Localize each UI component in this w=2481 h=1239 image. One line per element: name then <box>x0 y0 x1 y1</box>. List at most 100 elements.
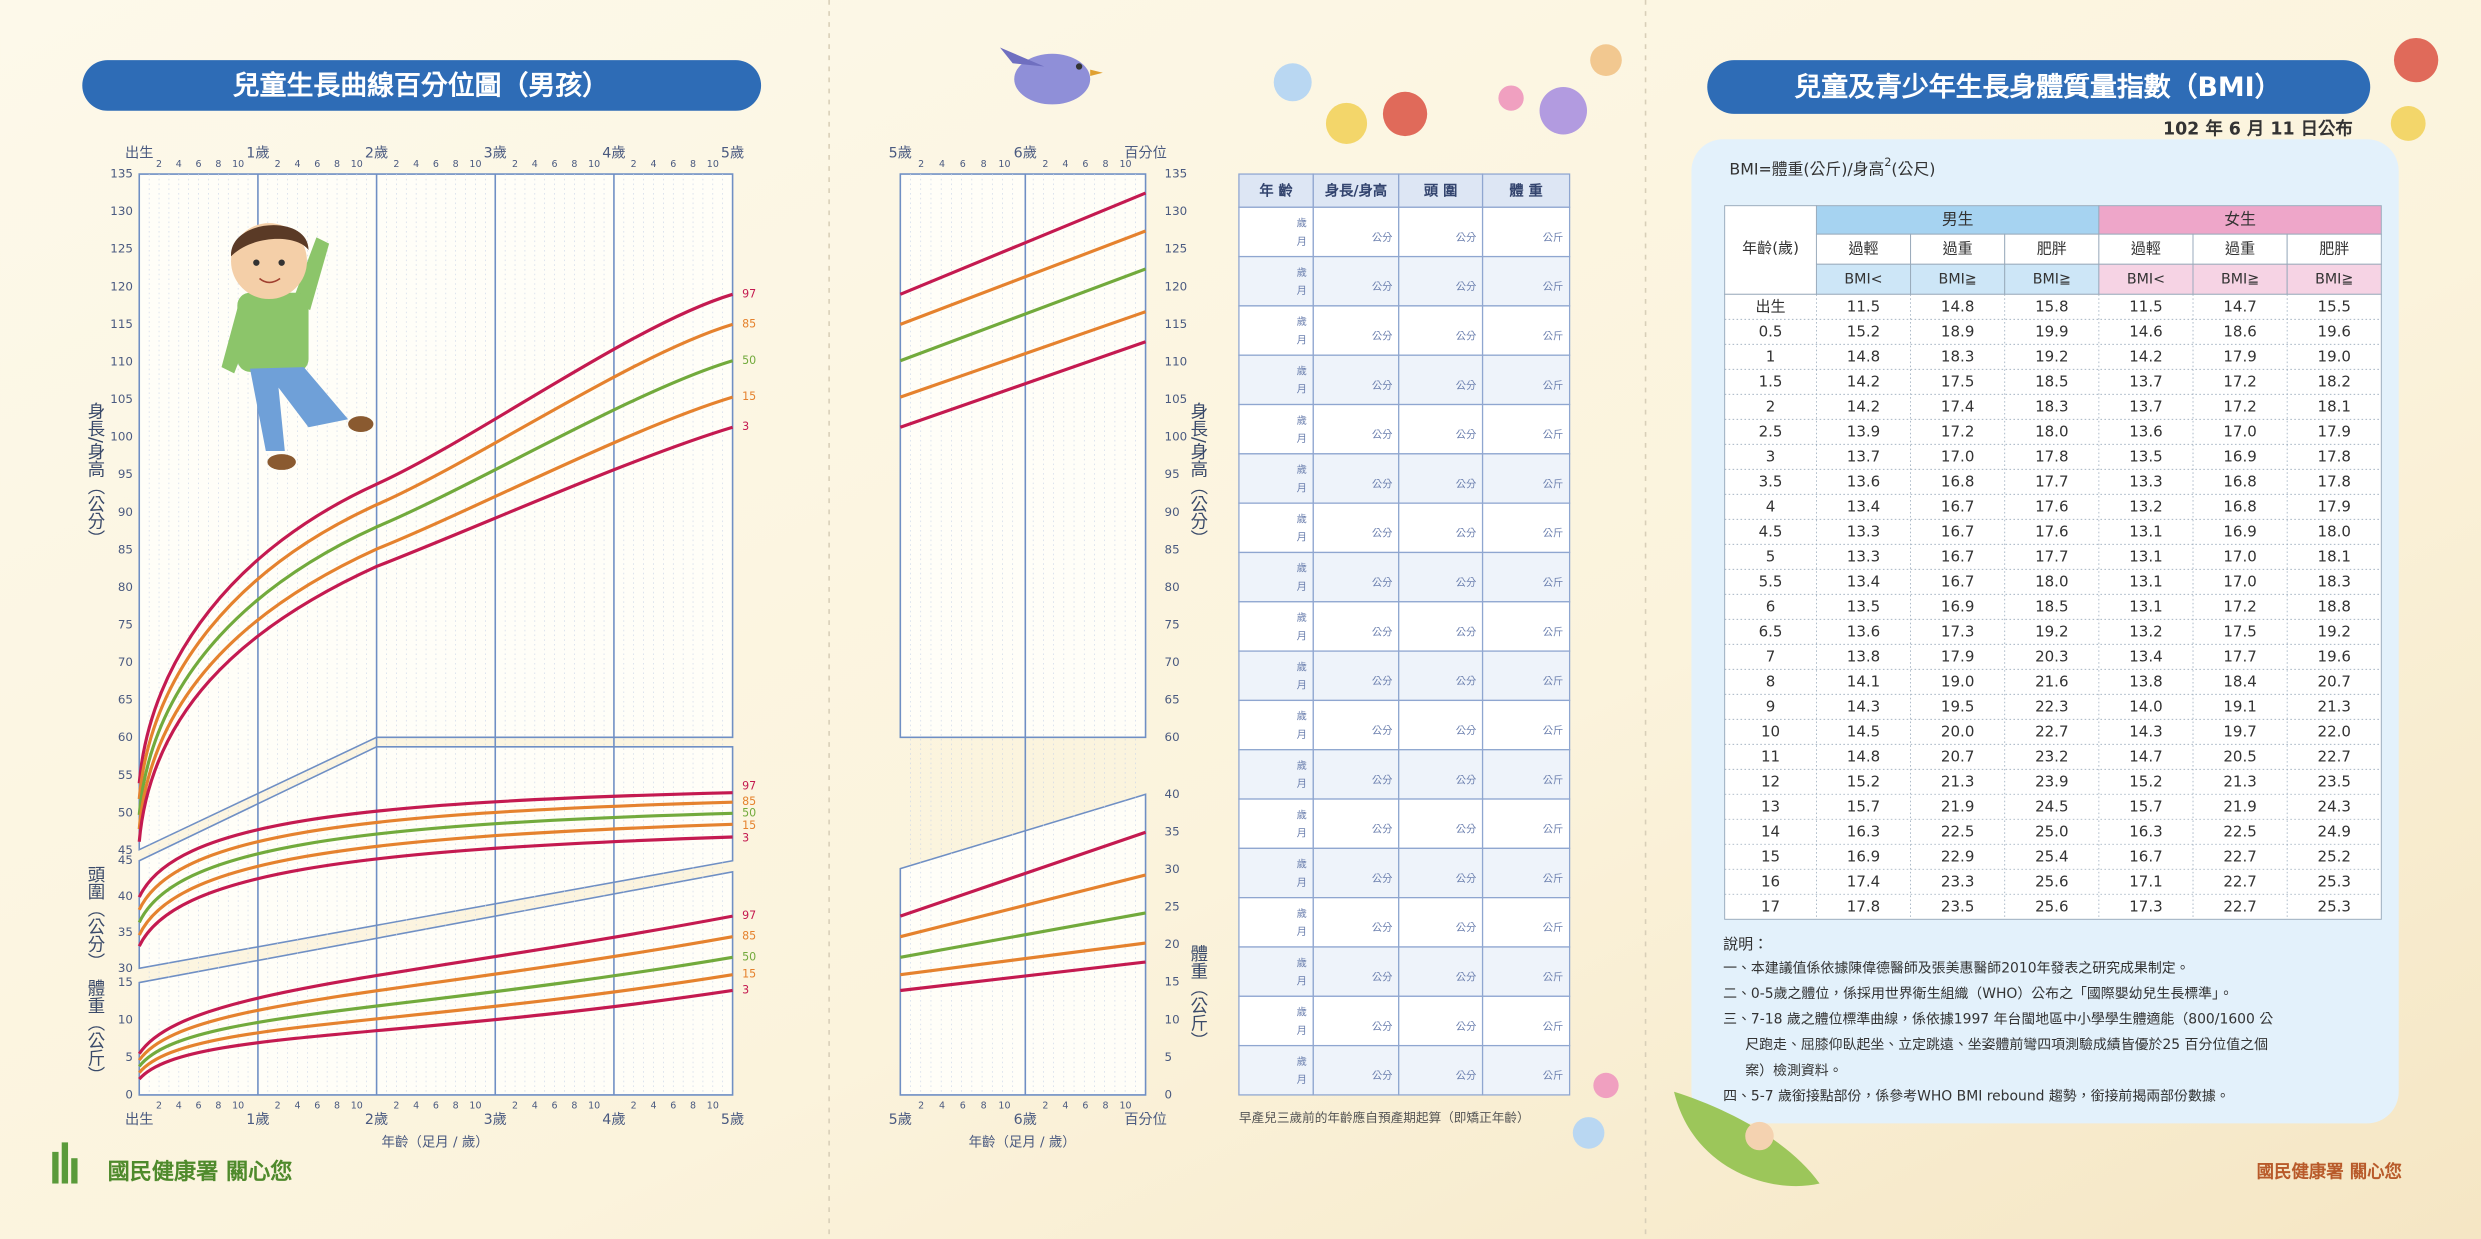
table-cell <box>1238 206 1314 258</box>
unit-label: 公分 <box>1456 922 1477 934</box>
tick-label: 70 <box>118 655 133 669</box>
table-cell <box>1481 255 1571 307</box>
bmi-cell: 25.6 <box>2035 872 2068 890</box>
head-curve <box>137 800 733 911</box>
month-label: 2 <box>631 159 637 170</box>
ext-curve <box>899 873 1146 939</box>
bmi-criteria-cell <box>1815 263 1912 295</box>
table-cell <box>1238 847 1314 899</box>
unit-label: 月 <box>1297 334 1307 346</box>
tick-label: 105 <box>1165 392 1188 406</box>
flower <box>1498 85 1524 111</box>
month-label: 2 <box>393 1100 399 1111</box>
month-label: 2 <box>512 159 518 170</box>
table-cell <box>1238 403 1314 455</box>
unit-label: 公斤 <box>1543 330 1564 342</box>
table-cell <box>1481 897 1571 948</box>
bmi-cell: 15.2 <box>2129 772 2162 790</box>
unit-label: 公斤 <box>1543 824 1564 836</box>
tick-label: 85 <box>1165 542 1180 556</box>
table-cell <box>1238 453 1314 504</box>
month-label: 4 <box>176 159 182 170</box>
tick-label: 65 <box>1165 693 1180 707</box>
table-cell <box>1312 502 1400 554</box>
unit-label: 公斤 <box>1543 725 1564 737</box>
bmi-cell: 18.0 <box>2035 422 2068 440</box>
unit-label: 歲 <box>1297 266 1307 279</box>
bmi-cell: 14.7 <box>2223 297 2256 315</box>
logo <box>52 1142 78 1184</box>
bmi-female-header: 女生 <box>2224 209 2256 228</box>
axis-title: 體重（公斤） <box>85 979 105 1083</box>
unit-label: 月 <box>1297 285 1307 297</box>
bmi-cell: 23.3 <box>1941 872 1974 890</box>
bmi-cell: 17.0 <box>2223 547 2256 565</box>
month-label: 10 <box>232 159 244 170</box>
table-header-cell <box>1398 173 1484 208</box>
tick-label: 15 <box>118 975 133 989</box>
bmi-cell: 22.9 <box>1941 847 1974 865</box>
boy-eye <box>253 259 260 266</box>
table-cell <box>1398 798 1484 849</box>
percentile-label: 85 <box>742 930 756 943</box>
month-label: 10 <box>588 159 600 170</box>
tick-label: 35 <box>1165 824 1180 838</box>
bmi-cell: 13.6 <box>1847 622 1880 640</box>
bmi-cell: 17.9 <box>2318 497 2351 515</box>
month-label: 8 <box>981 159 987 170</box>
tick-label: 65 <box>118 693 133 707</box>
ext-age-label: 5歲 <box>889 1111 912 1128</box>
month-label: 8 <box>571 159 577 170</box>
bmi-cell: 13.9 <box>1847 422 1880 440</box>
tick-label: 40 <box>1165 787 1180 801</box>
unit-label: 公分 <box>1372 725 1393 737</box>
ext-curve <box>899 310 1147 399</box>
bmi-criteria-cell <box>2192 263 2288 295</box>
month-label: 6 <box>1082 159 1088 170</box>
bmi-cell: 13.6 <box>1847 472 1880 490</box>
month-label: 6 <box>960 159 966 170</box>
bmi-cell: 6.5 <box>1759 622 1783 640</box>
publish-date: 102 年 6 月 11 日公布 <box>2163 119 2353 140</box>
month-label: 6 <box>314 1100 320 1111</box>
weight-curve <box>138 988 733 1081</box>
bmi-criteria: BMI≧ <box>2033 271 2071 287</box>
table-cell <box>1238 255 1314 307</box>
bird-eye <box>1075 63 1083 70</box>
bmi-cell: 16.8 <box>2223 472 2256 490</box>
month-label: 6 <box>196 1100 202 1111</box>
bmi-cell: 13.1 <box>2129 572 2162 590</box>
bmi-cell: 16.9 <box>1847 847 1880 865</box>
month-label: 8 <box>1102 159 1108 170</box>
boy-illustration <box>221 223 374 470</box>
tick-label: 110 <box>1165 354 1188 368</box>
bmi-cell: 17.2 <box>2223 597 2256 615</box>
bmi-cell: 13.3 <box>1847 547 1880 565</box>
bmi-cell: 13.7 <box>2129 372 2162 390</box>
ext-age-label: 5歲 <box>889 144 912 161</box>
weight-curve <box>137 914 733 1055</box>
bmi-cell: 18.3 <box>1941 347 1974 365</box>
month-label: 10 <box>707 1100 719 1111</box>
tick-label: 90 <box>118 505 133 519</box>
tick-label: 130 <box>110 204 133 218</box>
bmi-cell: 16.7 <box>1941 572 1974 590</box>
unit-label: 歲 <box>1297 217 1307 230</box>
boy-shoe <box>348 416 374 432</box>
bmi-category-cell <box>2286 233 2382 265</box>
bmi-criteria: BMI≧ <box>2221 271 2259 287</box>
bmi-category-cell <box>1910 233 2006 265</box>
bmi-cell: 17.2 <box>2223 372 2256 390</box>
bmi-cell: 15.7 <box>1847 797 1880 815</box>
bmi-category-cell <box>2004 233 2100 265</box>
bmi-cell: 22.0 <box>2318 722 2351 740</box>
tick-label: 0 <box>1165 1087 1173 1101</box>
weight-curve <box>137 935 733 1062</box>
unit-label: 公斤 <box>1543 528 1564 540</box>
record-note: 早產兒三歲前的年齡應自預產期起算（即矯正年齡） <box>1239 1110 1530 1125</box>
ext-age-label: 6歲 <box>1014 1111 1037 1128</box>
bmi-cell: 14.8 <box>1941 297 1974 315</box>
bmi-cell: 13.4 <box>1847 572 1880 590</box>
bmi-criteria: BMI< <box>1844 271 1882 287</box>
